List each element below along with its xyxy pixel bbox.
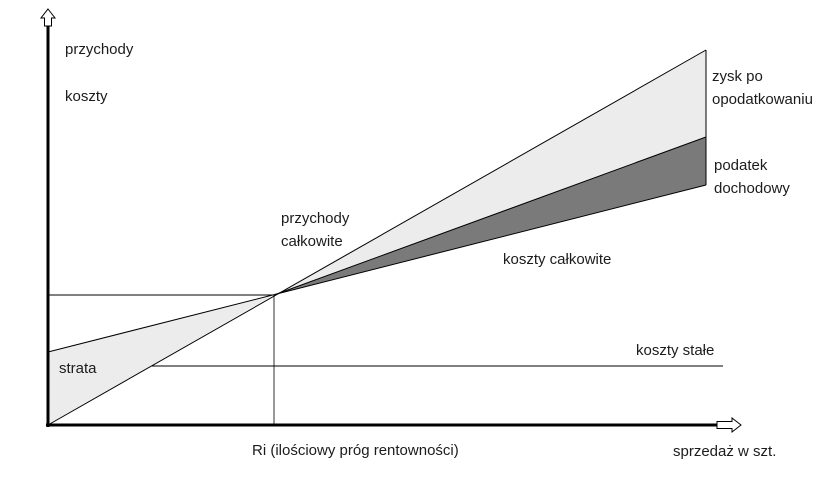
y-axis-arrow-icon [39,8,57,27]
x-axis-arrow-icon [716,416,742,434]
y-axis-label-revenue: przychody [65,41,134,58]
fixed-costs-label: koszty stałe [636,342,715,359]
tax-boundary-line [273,136,707,296]
total-revenue-line [47,49,707,426]
total-revenue-label-line2: całkowite [281,233,343,250]
profit-label-line1: zysk po [712,68,763,85]
loss-label: strata [59,360,97,377]
total-costs-label: koszty całkowite [503,251,612,268]
total-revenue-label-line1: przychody [281,210,350,227]
break-even-label: Ri (ilościowy próg rentowności) [252,442,459,459]
total-costs-line [47,184,707,353]
x-axis-label: sprzedaż w szt. [673,443,777,460]
tax-label-line2: dochodowy [714,180,790,197]
profit-label-line2: opodatkowaniu [712,91,813,108]
tax-label-line1: podatek [714,157,768,174]
y-axis-label-costs: koszty [65,88,108,105]
